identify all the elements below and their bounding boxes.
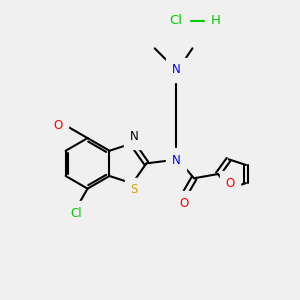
Text: Cl: Cl xyxy=(169,14,183,27)
Text: S: S xyxy=(130,184,137,196)
Text: Cl: Cl xyxy=(70,207,82,220)
Text: H: H xyxy=(210,14,220,27)
Text: N: N xyxy=(129,130,138,143)
Text: O: O xyxy=(53,119,62,132)
Text: O: O xyxy=(180,197,189,210)
Text: N: N xyxy=(172,154,181,167)
Text: O: O xyxy=(226,177,235,190)
Text: N: N xyxy=(172,63,181,76)
